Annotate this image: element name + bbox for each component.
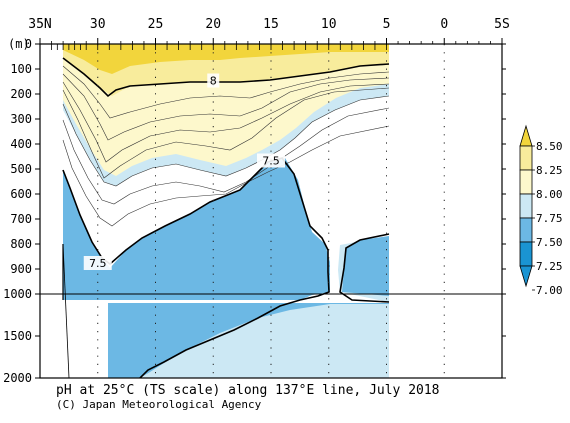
- colorbar-segment-1: [519, 169, 533, 195]
- y-unit-label: (m): [8, 37, 30, 51]
- x-tick-label: 5: [383, 17, 391, 32]
- colorbar-label-3: 7.75: [536, 212, 563, 225]
- colorbar-label-2: 8.00: [536, 188, 563, 201]
- colorbar: 8.50 8.25 8.00 7.75 7.50 7.25 7.00: [519, 124, 563, 297]
- contour-7.9: [62, 73, 390, 141]
- colorbar-label-4: 7.50: [536, 236, 563, 249]
- station-ticks: [51, 44, 387, 50]
- contour-label-bg: [83, 256, 112, 270]
- band-7.25-7.50-pocket: [63, 158, 330, 300]
- y-tick-label: 1500: [3, 329, 32, 343]
- contour-7.95: [62, 65, 390, 119]
- colorbar-label-6: 7.00: [536, 284, 563, 297]
- y-axis: 0 100 200 300 400 500 600 700 800 900 1000 1500 2000: [3, 37, 506, 385]
- contour-label-2: 7.5: [89, 257, 107, 270]
- y-tick-label: 600: [10, 187, 32, 201]
- y-tick-label: 1000: [3, 287, 32, 301]
- contour-lines: [62, 57, 390, 378]
- colorbar-arrow-top: [519, 124, 533, 147]
- x-tick-label: 10: [321, 17, 337, 32]
- colorbar-label-5: 7.25: [536, 260, 563, 273]
- chart-title: pH at 25°C (TS scale) along 137°E line, …: [56, 383, 440, 398]
- contour-7.8: [62, 87, 390, 179]
- y-tick-label: 200: [10, 87, 32, 101]
- no-data-box: [63, 302, 108, 378]
- contour-label-0: 8: [210, 75, 217, 88]
- contour-7.85: [62, 81, 390, 163]
- x-tick-label: 35N: [28, 17, 51, 32]
- colorbar-segment-2: [519, 193, 533, 219]
- x-tick-label: 0: [440, 17, 448, 32]
- x-tick-label: 15: [263, 17, 279, 32]
- x-tick-label: 30: [90, 17, 106, 32]
- contour-label-bg: [257, 153, 285, 168]
- band-7.25-7.50-east: [342, 236, 389, 296]
- x-tick-label: 5S: [494, 17, 510, 32]
- left-slant: [62, 243, 70, 379]
- chart-credit: (C) Japan Meteorological Agency: [56, 398, 262, 411]
- y-tick-label: 700: [10, 212, 32, 226]
- y-tick-label: 800: [10, 237, 32, 251]
- colorbar-label-0: 8.50: [536, 140, 563, 153]
- colorbar-segment-4: [519, 241, 533, 267]
- colorbar-segment-3: [519, 217, 533, 243]
- contour-7.5-main: [62, 157, 330, 378]
- colorbar-segment-0: [519, 145, 533, 171]
- contour-8.0: [62, 57, 390, 98]
- contour-labels: 8 7.5 7.5: [83, 73, 285, 270]
- x-tick-label: 25: [148, 17, 164, 32]
- contour-label-1: 7.5: [262, 155, 280, 168]
- x-tick-label: 20: [205, 17, 221, 32]
- layer-8.25: [63, 44, 389, 74]
- y-tick-label: 100: [10, 62, 32, 76]
- contour-7.5-east: [339, 233, 390, 303]
- x-axis: 35N 30 25 20 15 10 5 0 5S: [28, 17, 510, 44]
- contour-7.6: [62, 125, 390, 227]
- colorbar-label-1: 8.25: [536, 164, 563, 177]
- y-tick-label: 2000: [3, 371, 32, 385]
- colorbar-arrow-bottom: [519, 265, 533, 288]
- y-tick-label: 900: [10, 262, 32, 276]
- y-tick-label: 500: [10, 162, 32, 176]
- y-tick-label: 300: [10, 112, 32, 126]
- y-tick-label: 400: [10, 137, 32, 151]
- y-tick-label: 0: [25, 37, 32, 51]
- contour-7.75: [62, 95, 390, 187]
- contour-label-bg: [207, 73, 220, 88]
